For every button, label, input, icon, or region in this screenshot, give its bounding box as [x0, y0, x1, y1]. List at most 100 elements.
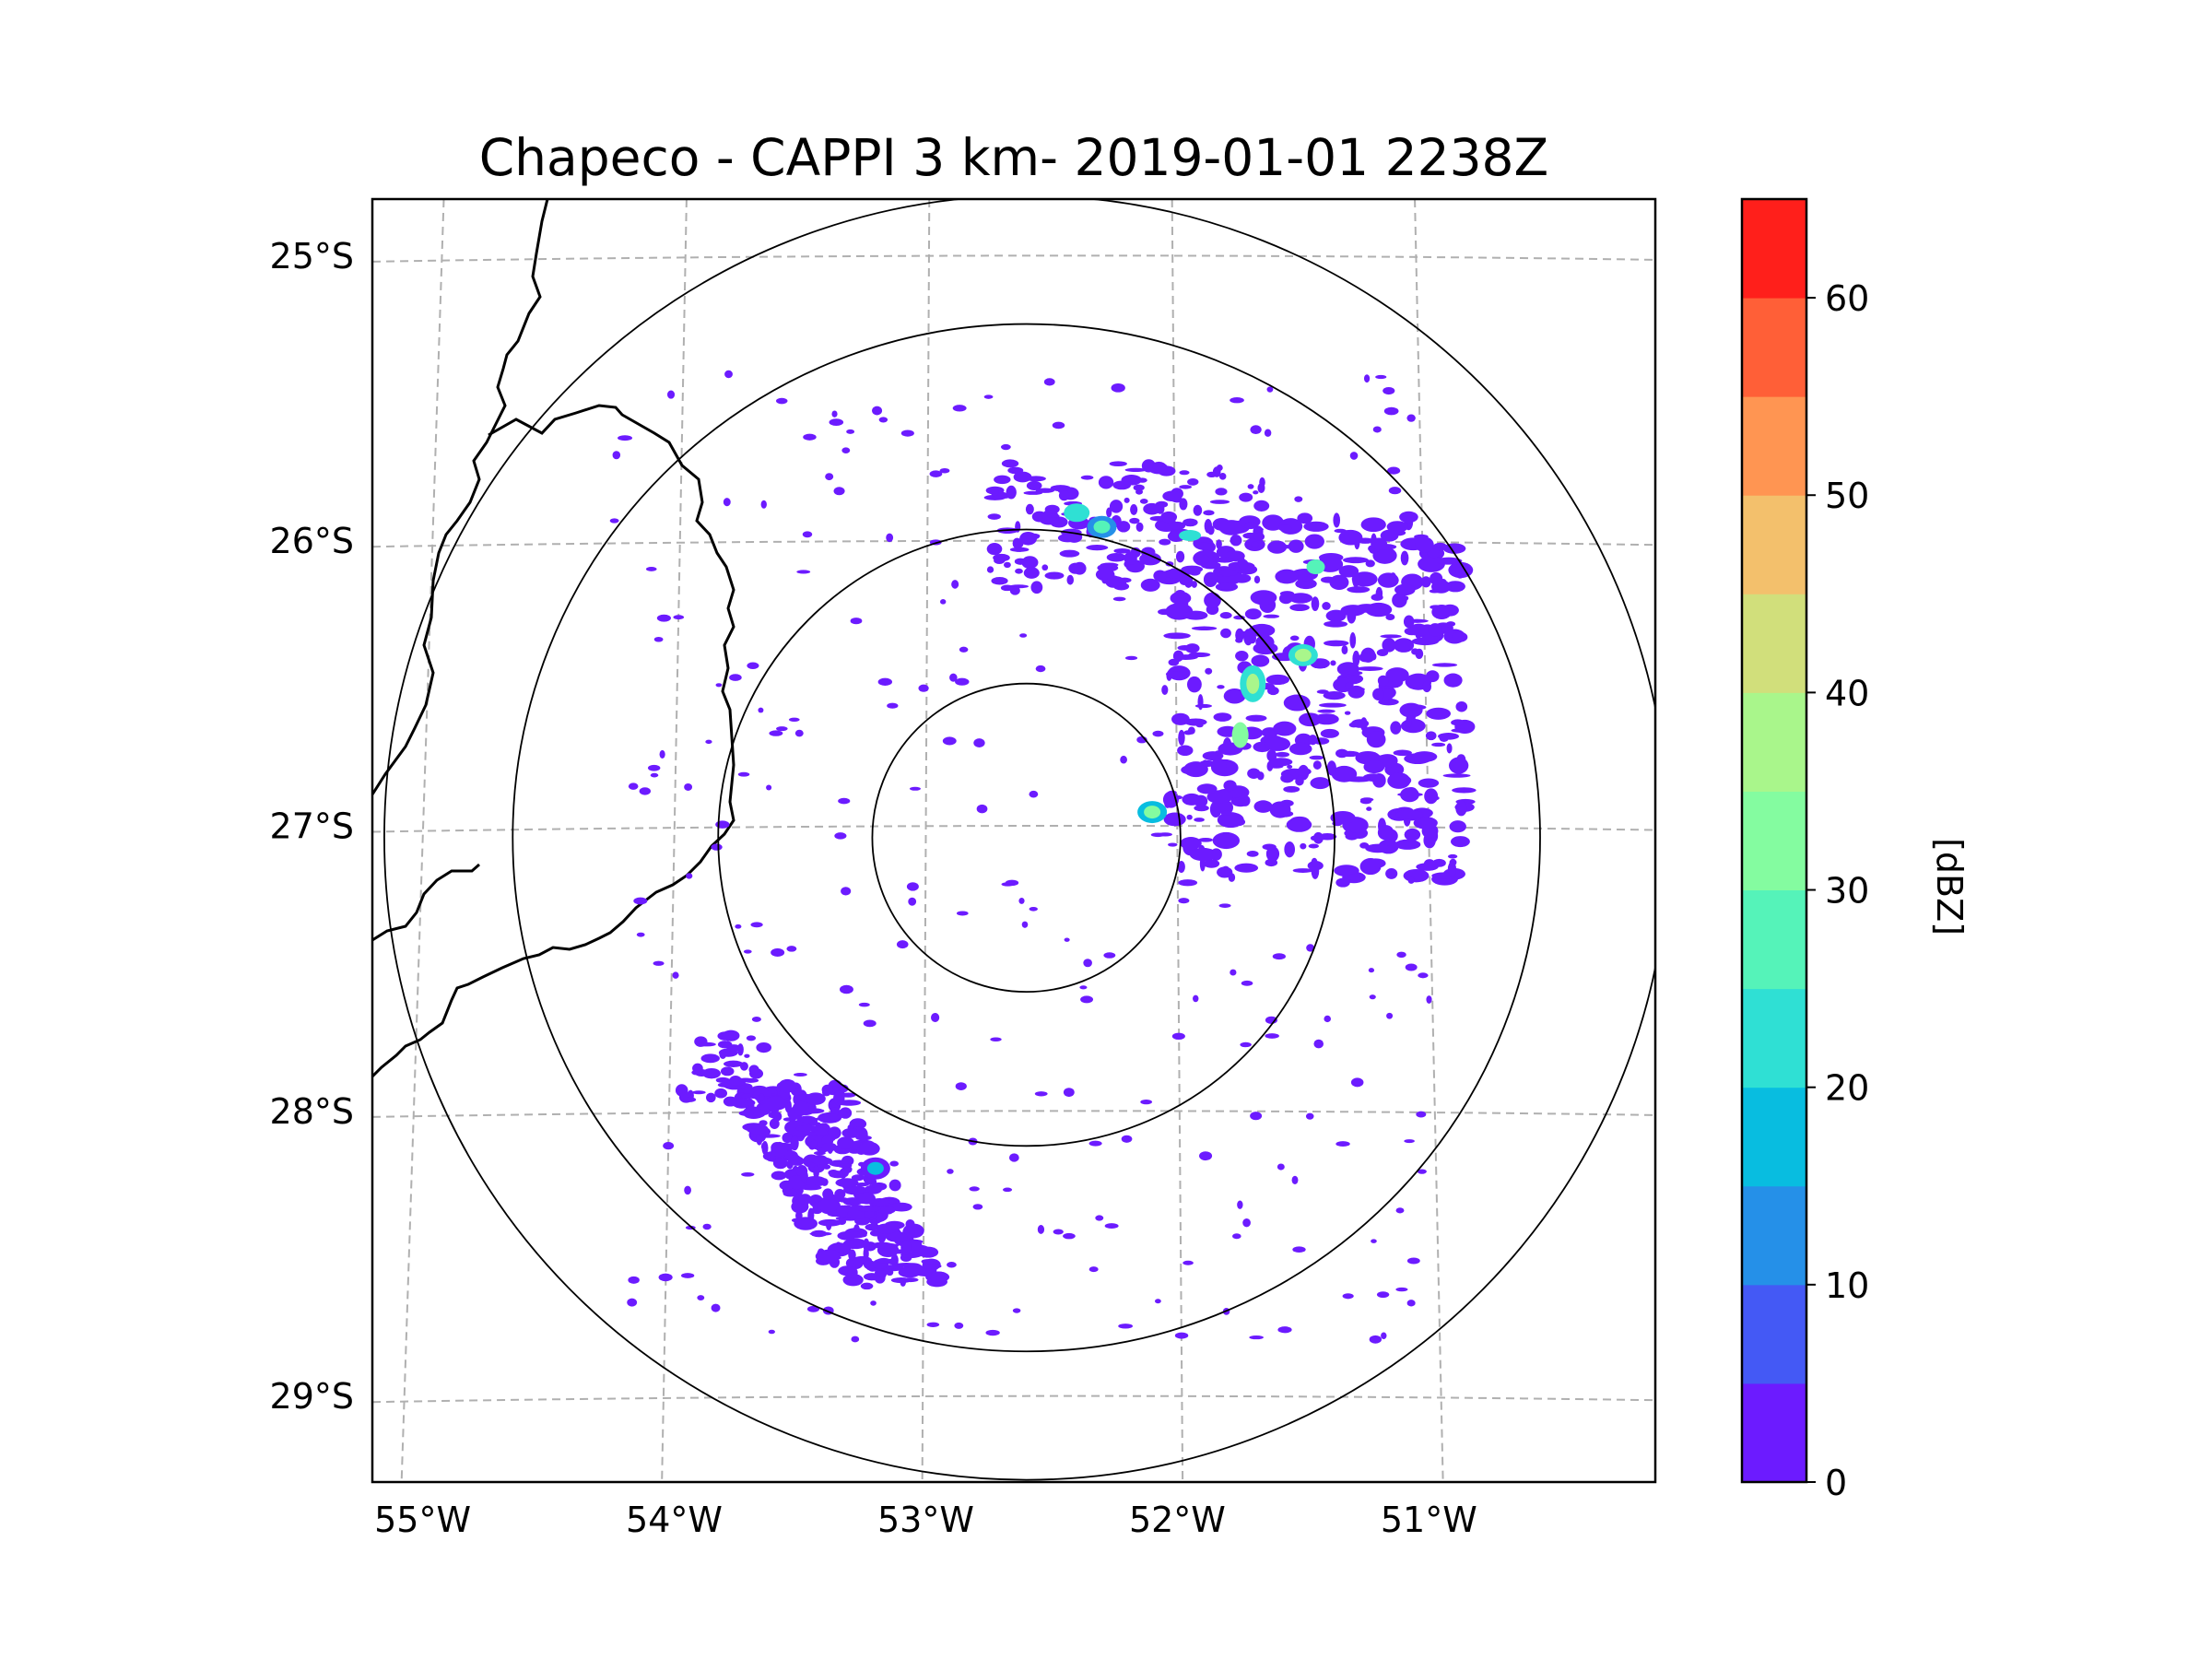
echo-speckle — [759, 1093, 765, 1101]
x-tick-label-4: 51°W — [1381, 1500, 1477, 1540]
gridline-lat-4 — [372, 1394, 1655, 1404]
echo-speckle — [1244, 522, 1257, 530]
echo-speckle — [1350, 1077, 1364, 1088]
y-tick-labels: 25°S 26°S 27°S 28°S 29°S — [270, 236, 354, 1417]
echo-speckle — [1053, 1229, 1064, 1235]
echo-speckle — [987, 513, 1001, 520]
echo-speckle — [1232, 573, 1252, 583]
echo-speckle — [826, 1220, 832, 1230]
echo-speckle — [1182, 518, 1198, 527]
echo-speckle — [1310, 835, 1318, 841]
echo-speckle — [1447, 853, 1458, 859]
echo-speckle — [1178, 879, 1198, 887]
echo-speckle — [886, 533, 894, 543]
echo-speckle — [983, 394, 994, 399]
gridline-lat-0 — [372, 254, 1655, 263]
echo-speckle — [618, 435, 633, 441]
echo-speckle — [890, 1202, 912, 1212]
echo-speckle — [1168, 842, 1178, 847]
echo-speckle — [1308, 843, 1319, 849]
echo-speckle — [1216, 539, 1222, 549]
echo-speckle — [794, 729, 804, 737]
echo-speckle — [647, 764, 661, 771]
echo-speckle — [1425, 731, 1437, 741]
echo-speckle — [1371, 1239, 1377, 1243]
echo-speckle — [1451, 719, 1465, 726]
echo-speckle — [1344, 830, 1353, 837]
echo-speckle — [1168, 658, 1180, 666]
echo-speckle — [719, 1049, 727, 1060]
echo-speckle — [1372, 688, 1385, 701]
echo-speckle — [1266, 386, 1274, 393]
echo-speckle — [1182, 1260, 1194, 1265]
echo-speckle — [715, 683, 723, 688]
echo-speckle — [1155, 1299, 1161, 1304]
echo-speckle — [1305, 1112, 1314, 1120]
echo-speckle — [1411, 751, 1438, 762]
echo-speckle — [822, 1164, 831, 1170]
echo-speckle — [722, 1030, 740, 1041]
echo-speckle — [1376, 649, 1389, 657]
echo-speckle — [1275, 569, 1299, 584]
echo-speckle — [1405, 963, 1418, 971]
echo-speckle — [1253, 575, 1261, 584]
echo-speckle — [864, 1273, 880, 1281]
echo-speckle — [1250, 1112, 1263, 1121]
echo-speckle — [806, 1305, 820, 1312]
echo-speckle — [1035, 488, 1055, 493]
echo-speckle — [790, 1135, 799, 1151]
echo-speckle — [1376, 1291, 1390, 1299]
echo-speckle — [1283, 785, 1300, 793]
echo-speckle — [1349, 632, 1357, 649]
echo-speckle — [1426, 995, 1432, 1004]
echo-speckle — [1451, 728, 1468, 733]
echo-speckle — [876, 1270, 886, 1277]
echo-speckle — [1218, 520, 1244, 535]
echo-speckle — [1178, 898, 1190, 904]
echo-speckle — [639, 787, 652, 795]
echo-speckle — [750, 922, 763, 928]
echo-speckle — [782, 1132, 794, 1144]
echo-speckle — [1217, 812, 1244, 829]
state-border-parana-santa-catarina — [372, 404, 735, 1078]
echo-speckle — [837, 1218, 847, 1226]
colorbar-segment-8 — [1742, 594, 1806, 693]
echo-speckle — [1324, 1015, 1331, 1023]
echo-speckle — [994, 475, 1011, 485]
echo-speckle — [1309, 755, 1324, 760]
echo-speckle — [1447, 861, 1457, 877]
echo-speckle — [1386, 1012, 1394, 1019]
echo-speckle — [1288, 539, 1304, 553]
echo-speckle — [746, 1124, 769, 1135]
echo-speckle — [1365, 559, 1375, 568]
colorbar-segment-6 — [1742, 791, 1806, 891]
echo-speckle — [863, 1238, 870, 1252]
echo-speckle — [1442, 773, 1471, 778]
echo-speckle — [1162, 490, 1182, 502]
echo-speckle — [1140, 578, 1160, 592]
echo-speckle — [711, 843, 723, 851]
echo-speckle — [1394, 839, 1421, 850]
echo-speckle — [850, 618, 863, 625]
colorbar-tick-label-6: 60 — [1825, 278, 1869, 319]
echo-speckle — [1193, 994, 1199, 1003]
echo-speckle — [1404, 1139, 1415, 1144]
echo-speckle — [1428, 623, 1442, 637]
echo-speckle — [1334, 865, 1359, 877]
echo-speckle — [1088, 1140, 1102, 1147]
echo-speckle — [1264, 429, 1272, 437]
echo-speckle — [1342, 557, 1369, 564]
colorbar-segment-10 — [1742, 396, 1806, 496]
echo-speckle — [1366, 806, 1372, 811]
echo-speckle — [1407, 877, 1415, 884]
y-tick-label-3: 28°S — [270, 1091, 354, 1132]
echo-speckle — [1316, 689, 1329, 694]
echo-speckle — [894, 1263, 919, 1267]
echo-speckle — [1240, 1041, 1252, 1048]
echo-speckle — [1241, 980, 1253, 986]
echo-speckle — [1117, 577, 1132, 583]
echo-speckle — [1430, 605, 1442, 610]
echo-speckle — [837, 1100, 862, 1106]
echo-speckle — [1402, 595, 1409, 601]
echo-speckle — [1003, 561, 1011, 569]
